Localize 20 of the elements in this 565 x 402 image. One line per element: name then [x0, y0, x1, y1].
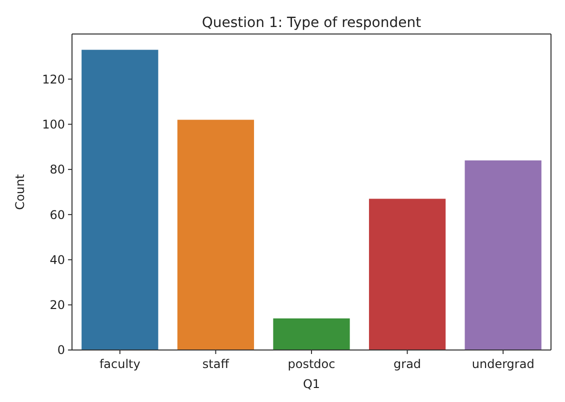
y-tick-label: 0: [57, 343, 65, 358]
bar: [82, 50, 158, 350]
y-tick-label: 80: [50, 162, 65, 177]
y-tick-label: 120: [42, 72, 65, 86]
bar: [464, 160, 542, 350]
x-tick-label: faculty: [99, 357, 140, 371]
y-tick-label: 40: [50, 252, 65, 267]
bar: [177, 120, 254, 350]
x-tick-label: grad: [394, 357, 422, 371]
bar: [273, 318, 350, 350]
x-tick-label: postdoc: [288, 357, 336, 371]
chart-title: Question 1: Type of respondent: [202, 15, 422, 31]
y-axis-title: Count: [13, 174, 27, 210]
y-tick-label: 20: [50, 298, 65, 312]
x-tick-label: undergrad: [472, 357, 534, 371]
x-axis-title: Q1: [302, 377, 320, 391]
bar: [368, 198, 446, 350]
y-tick-label: 60: [50, 208, 65, 222]
y-tick-label: 100: [42, 117, 65, 132]
x-tick-label: staff: [202, 357, 230, 371]
